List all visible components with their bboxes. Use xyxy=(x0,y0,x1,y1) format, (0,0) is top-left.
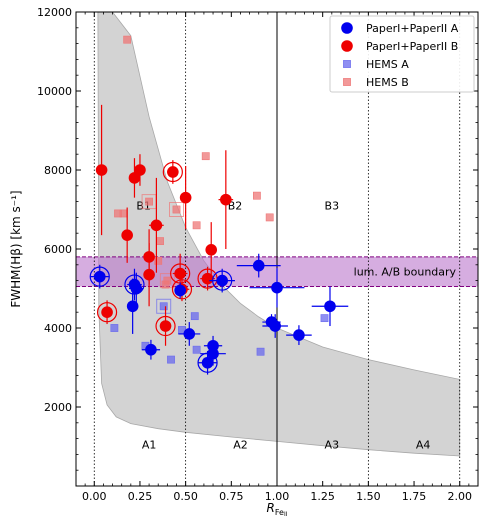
x-tick-label: 0.00 xyxy=(82,490,107,503)
x-tick-label: 1.25 xyxy=(310,490,335,503)
legend-label: HEMS A xyxy=(366,58,409,71)
x-tick-label: 2.00 xyxy=(447,490,472,503)
data-point xyxy=(123,35,132,44)
y-tick-label: 4000 xyxy=(44,322,72,335)
legend-label: PaperI+PaperII A xyxy=(366,22,459,35)
highlight-ring xyxy=(212,270,233,291)
x-tick-label: 1.75 xyxy=(402,490,427,503)
shaded-region xyxy=(97,12,461,457)
data-point xyxy=(95,164,108,176)
data-point xyxy=(174,267,186,280)
data-point xyxy=(201,152,210,161)
highlight-ring xyxy=(171,279,193,300)
y-tick-label: 10000 xyxy=(37,85,72,98)
shaded-area xyxy=(97,12,461,457)
y-tick-label: 6000 xyxy=(44,243,72,256)
x-tick-label: 0.50 xyxy=(173,490,198,503)
data-point xyxy=(154,256,163,265)
x-axis-label: RFeII xyxy=(267,501,288,518)
data-point xyxy=(201,272,214,285)
data-point xyxy=(174,284,186,297)
data-point xyxy=(201,356,214,369)
data-point xyxy=(190,312,199,321)
data-point xyxy=(119,209,128,218)
data-point xyxy=(265,213,274,222)
y-tick-label: 2000 xyxy=(44,401,72,414)
y-tick-label: 8000 xyxy=(44,164,72,177)
data-point xyxy=(192,345,201,354)
data-point xyxy=(159,302,168,311)
x-tick-label: 1.00 xyxy=(265,490,290,503)
data-point xyxy=(110,324,119,332)
band-label: lum. A/B boundary xyxy=(354,266,457,279)
data-points xyxy=(89,35,349,375)
data-point xyxy=(216,274,228,287)
x-tick-label: 1.50 xyxy=(356,490,381,503)
data-point xyxy=(253,191,261,200)
data-point xyxy=(183,328,196,340)
highlight-ring xyxy=(96,302,118,323)
legend-marker xyxy=(341,40,353,52)
highlight-ring xyxy=(155,315,176,337)
data-point xyxy=(93,270,106,283)
data-point xyxy=(256,347,265,356)
highlight-ring xyxy=(162,161,183,183)
data-point xyxy=(150,219,163,232)
data-point xyxy=(271,281,283,294)
legend: PaperI+PaperII A PaperI+PaperII B HEMS A HE… xyxy=(329,15,475,93)
legend-marker xyxy=(343,78,351,86)
vertical-lines xyxy=(93,12,461,486)
x-tick-label: 0.75 xyxy=(219,490,244,503)
data-point xyxy=(130,282,143,295)
data-point xyxy=(167,166,179,178)
y-axis-label: FWHM(Hβ) [km s⁻¹] xyxy=(9,190,23,307)
axis-ticks: 0.00 0.25 0.50 0.75 1.00 1.25 1.50 1.75 2.00 2000… xyxy=(37,6,478,503)
region-label: B2 xyxy=(228,200,243,213)
legend-label: HEMS B xyxy=(366,76,409,89)
data-point xyxy=(145,197,153,206)
data-point xyxy=(205,243,218,256)
data-point xyxy=(207,339,219,352)
data-point xyxy=(156,237,164,245)
data-point xyxy=(252,259,265,272)
legend-box xyxy=(329,15,475,93)
data-point xyxy=(143,268,155,281)
data-point xyxy=(159,320,172,332)
highlight-ring xyxy=(89,266,110,287)
region-label: A2 xyxy=(233,439,248,452)
highlight-ring xyxy=(124,274,145,295)
data-point xyxy=(163,276,172,285)
legend-marker xyxy=(343,60,351,68)
data-point xyxy=(220,193,232,206)
legend-marker xyxy=(341,22,353,34)
data-point xyxy=(126,300,139,313)
data-point xyxy=(179,191,192,204)
data-point xyxy=(101,306,113,319)
data-point xyxy=(121,229,133,241)
data-point xyxy=(192,221,201,230)
data-point xyxy=(172,205,181,214)
y-tick-label: 12000 xyxy=(37,6,72,19)
data-point xyxy=(145,343,157,356)
data-point xyxy=(134,164,146,176)
data-point xyxy=(269,320,281,332)
data-point xyxy=(324,300,336,313)
highlight-box xyxy=(169,202,184,217)
region-label: A3 xyxy=(325,439,340,452)
x-tick-label: 0.25 xyxy=(128,490,153,503)
region-label: A4 xyxy=(416,439,431,452)
region-label: B3 xyxy=(325,200,340,213)
data-point xyxy=(320,314,329,323)
data-point xyxy=(293,329,305,341)
legend-label: PaperI+PaperII B xyxy=(366,40,458,53)
highlight-box xyxy=(156,298,172,314)
region-label: A1 xyxy=(142,439,157,452)
data-point xyxy=(167,355,175,364)
